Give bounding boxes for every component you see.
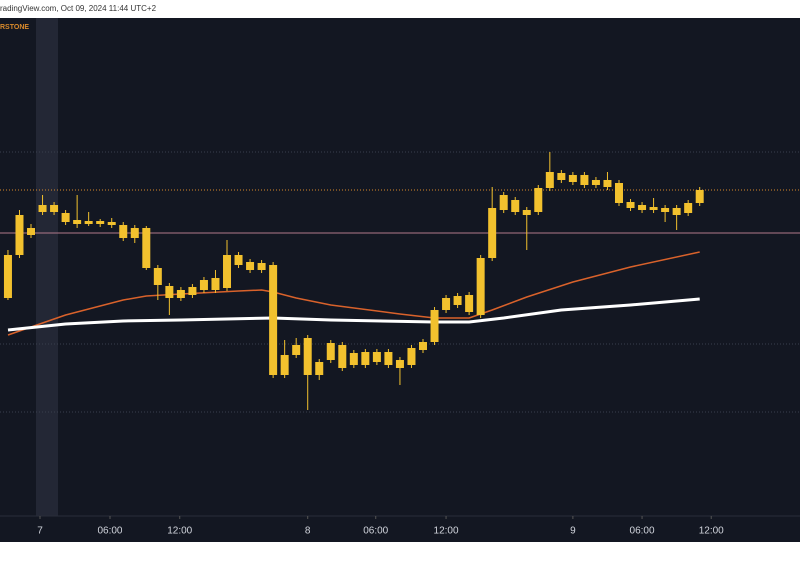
chart-title: radingView.com, Oct 09, 2024 11:44 UTC+2 xyxy=(0,4,157,13)
candle-body xyxy=(511,200,520,212)
candle-body xyxy=(315,362,324,375)
symbol-label: RSTONE xyxy=(0,24,29,31)
candle-body xyxy=(568,175,577,182)
candle-body xyxy=(130,228,139,238)
candle-body xyxy=(372,352,381,362)
candle-body xyxy=(534,188,543,212)
x-tick-label: 12:00 xyxy=(699,526,724,537)
candle-body xyxy=(142,228,151,268)
candle-body xyxy=(38,205,47,212)
candle-body xyxy=(96,221,105,224)
session-highlight xyxy=(36,18,58,516)
candle-body xyxy=(407,348,416,365)
candle-body xyxy=(176,290,185,298)
candle-body xyxy=(107,222,116,225)
candle-body xyxy=(603,180,612,187)
candle-body xyxy=(580,175,589,185)
candle-body xyxy=(384,352,393,365)
candle-body xyxy=(338,345,347,368)
candle-body xyxy=(199,280,208,290)
candle-body xyxy=(453,296,462,305)
candle-body xyxy=(61,213,70,222)
candle-body xyxy=(292,345,301,355)
moving-average xyxy=(7,251,700,336)
candle-body xyxy=(246,262,255,270)
candle-body xyxy=(557,173,566,180)
candle-body xyxy=(223,255,232,288)
candle-body xyxy=(349,353,358,365)
candle-body xyxy=(3,255,12,298)
candle-body xyxy=(27,228,36,235)
candle-body xyxy=(73,220,82,224)
x-tick-label: 12:00 xyxy=(434,526,459,537)
candle-body xyxy=(84,221,93,224)
x-tick-label: 8 xyxy=(305,526,311,537)
candle-body xyxy=(488,208,497,258)
candle-body xyxy=(153,268,162,285)
candle-body xyxy=(419,342,428,350)
x-tick-label: 12:00 xyxy=(167,526,192,537)
candle-body xyxy=(119,225,128,238)
candle-body xyxy=(257,263,266,270)
candle-body xyxy=(684,203,693,213)
candle-body xyxy=(522,210,531,215)
x-tick-label: 9 xyxy=(570,526,576,537)
candle-body xyxy=(661,208,670,212)
candle-body xyxy=(326,343,335,360)
candle-body xyxy=(591,180,600,185)
x-tick-label: 7 xyxy=(37,526,43,537)
chart-area xyxy=(0,18,800,542)
candle-body xyxy=(614,183,623,203)
x-tick-label: 06:00 xyxy=(363,526,388,537)
candle-body xyxy=(269,265,278,375)
candle-body xyxy=(211,278,220,290)
candle-body xyxy=(395,360,404,368)
moving-average xyxy=(7,297,700,332)
candle-body xyxy=(442,298,451,310)
candle-body xyxy=(188,287,197,295)
candle-body xyxy=(234,255,243,265)
x-tick-label: 06:00 xyxy=(630,526,655,537)
candle-body xyxy=(476,258,485,315)
candle-body xyxy=(672,208,681,215)
candle-body xyxy=(499,195,508,210)
candle-body xyxy=(638,205,647,210)
candle-body xyxy=(361,352,370,365)
candle-body xyxy=(430,310,439,342)
candle-body xyxy=(15,215,24,255)
candle-body xyxy=(626,202,635,208)
x-tick-label: 06:00 xyxy=(97,526,122,537)
footer-bar xyxy=(0,542,800,566)
header-bar xyxy=(0,0,800,18)
candle-body xyxy=(465,295,474,312)
candle-body xyxy=(545,172,554,188)
candle-body xyxy=(303,338,312,375)
candle-body xyxy=(165,286,174,298)
candle-body xyxy=(50,205,59,212)
candle-body xyxy=(695,190,704,203)
candle-body xyxy=(649,207,658,210)
candle-body xyxy=(280,355,289,375)
